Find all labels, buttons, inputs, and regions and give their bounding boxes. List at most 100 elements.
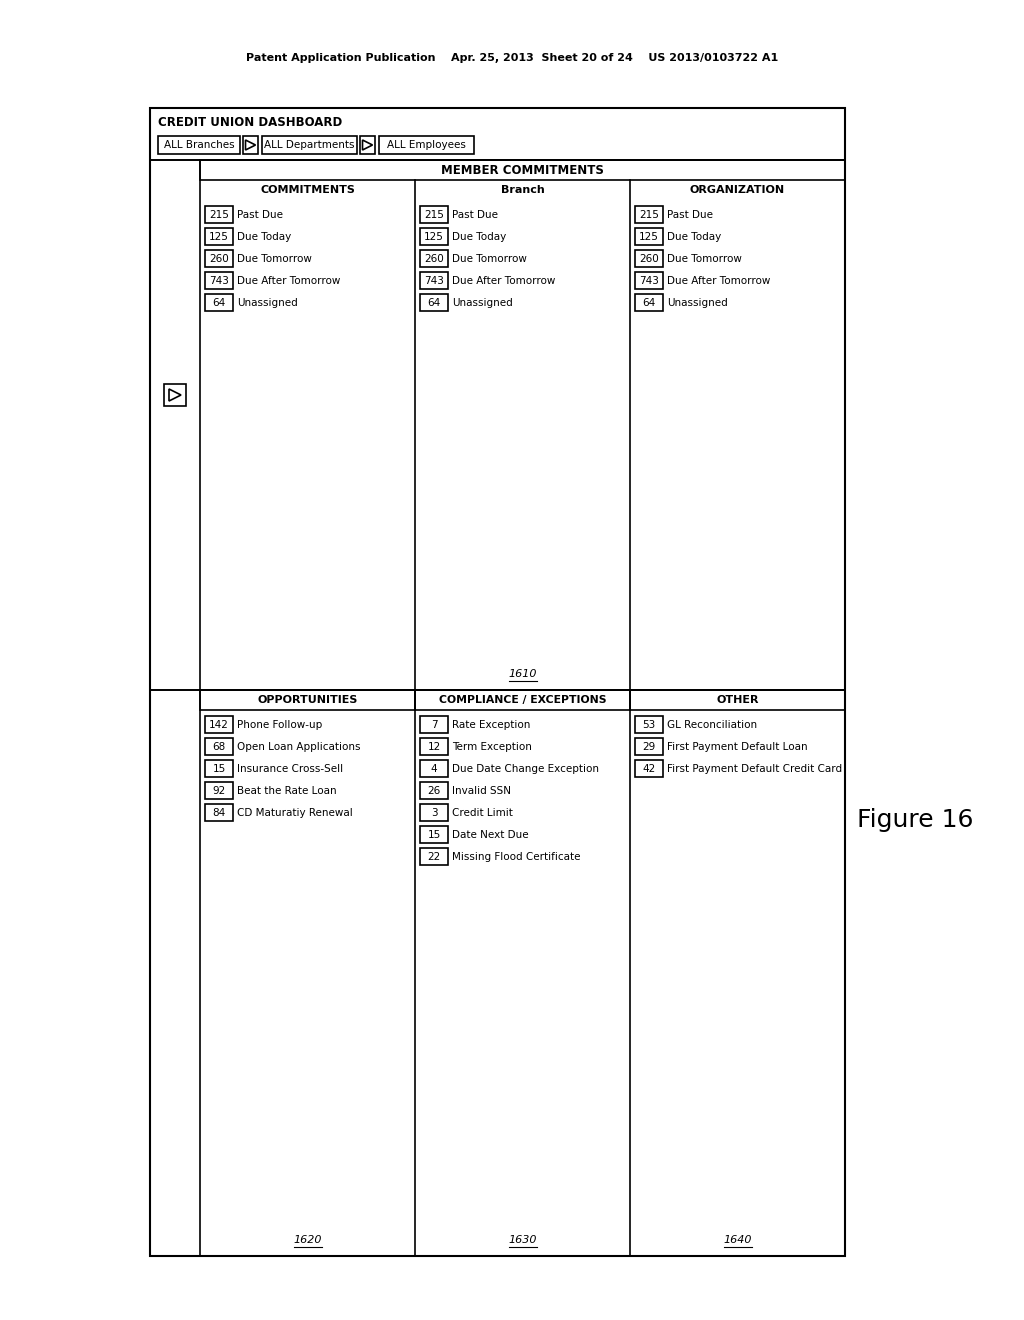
Text: COMMITMENTS: COMMITMENTS bbox=[260, 185, 355, 195]
Text: 260: 260 bbox=[424, 253, 443, 264]
Bar bbox=[205, 206, 233, 223]
Text: Beat the Rate Loan: Beat the Rate Loan bbox=[237, 785, 337, 796]
Bar bbox=[420, 738, 449, 755]
Text: Missing Flood Certificate: Missing Flood Certificate bbox=[452, 851, 581, 862]
Text: Due Today: Due Today bbox=[667, 231, 721, 242]
Text: 12: 12 bbox=[427, 742, 440, 751]
Bar bbox=[420, 228, 449, 246]
Text: ALL Branches: ALL Branches bbox=[164, 140, 234, 150]
Text: Date Next Due: Date Next Due bbox=[452, 829, 528, 840]
Text: 26: 26 bbox=[427, 785, 440, 796]
Bar bbox=[205, 294, 233, 312]
Bar bbox=[420, 781, 449, 799]
Bar bbox=[205, 781, 233, 799]
Text: CREDIT UNION DASHBOARD: CREDIT UNION DASHBOARD bbox=[158, 116, 342, 129]
Text: 743: 743 bbox=[209, 276, 229, 285]
Bar bbox=[420, 826, 449, 843]
Bar bbox=[158, 136, 240, 154]
Bar bbox=[420, 206, 449, 223]
Bar bbox=[635, 760, 663, 777]
Text: 53: 53 bbox=[642, 719, 655, 730]
Bar bbox=[205, 738, 233, 755]
Text: Past Due: Past Due bbox=[452, 210, 498, 219]
Text: Unassigned: Unassigned bbox=[667, 297, 728, 308]
Text: Insurance Cross-Sell: Insurance Cross-Sell bbox=[237, 763, 343, 774]
Text: 743: 743 bbox=[639, 276, 658, 285]
Bar bbox=[150, 108, 845, 160]
Bar bbox=[635, 228, 663, 246]
Bar bbox=[164, 384, 186, 407]
Text: Due Tomorrow: Due Tomorrow bbox=[452, 253, 527, 264]
Text: Unassigned: Unassigned bbox=[452, 297, 513, 308]
Bar bbox=[243, 136, 258, 154]
Text: Due Today: Due Today bbox=[452, 231, 506, 242]
Bar bbox=[205, 760, 233, 777]
Bar bbox=[420, 804, 449, 821]
Bar bbox=[635, 294, 663, 312]
Text: ALL Employees: ALL Employees bbox=[387, 140, 466, 150]
Text: 260: 260 bbox=[209, 253, 229, 264]
Text: 125: 125 bbox=[209, 231, 229, 242]
Text: 4: 4 bbox=[431, 763, 437, 774]
Text: Due Tomorrow: Due Tomorrow bbox=[237, 253, 312, 264]
Text: Phone Follow-up: Phone Follow-up bbox=[237, 719, 323, 730]
Bar bbox=[630, 690, 845, 710]
Text: 64: 64 bbox=[212, 297, 225, 308]
Text: OTHER: OTHER bbox=[716, 696, 759, 705]
Text: 1630: 1630 bbox=[508, 1236, 537, 1245]
Text: Past Due: Past Due bbox=[667, 210, 713, 219]
Text: Figure 16: Figure 16 bbox=[857, 808, 973, 832]
Bar bbox=[635, 272, 663, 289]
Bar bbox=[635, 738, 663, 755]
Bar bbox=[150, 160, 845, 690]
Text: 125: 125 bbox=[639, 231, 658, 242]
Text: 1620: 1620 bbox=[293, 1236, 322, 1245]
Text: Due After Tomorrow: Due After Tomorrow bbox=[667, 276, 770, 285]
Text: 64: 64 bbox=[427, 297, 440, 308]
Bar bbox=[415, 690, 630, 710]
Text: 29: 29 bbox=[642, 742, 655, 751]
Text: 68: 68 bbox=[212, 742, 225, 751]
Text: First Payment Default Credit Card: First Payment Default Credit Card bbox=[667, 763, 842, 774]
Text: Credit Limit: Credit Limit bbox=[452, 808, 513, 817]
Text: Due After Tomorrow: Due After Tomorrow bbox=[452, 276, 555, 285]
Text: Due Today: Due Today bbox=[237, 231, 291, 242]
Bar bbox=[635, 249, 663, 267]
Text: MEMBER COMMITMENTS: MEMBER COMMITMENTS bbox=[441, 164, 604, 177]
Bar bbox=[205, 272, 233, 289]
Bar bbox=[205, 715, 233, 733]
Text: 1610: 1610 bbox=[508, 669, 537, 678]
Text: 215: 215 bbox=[639, 210, 658, 219]
Bar bbox=[262, 136, 357, 154]
Text: COMPLIANCE / EXCEPTIONS: COMPLIANCE / EXCEPTIONS bbox=[438, 696, 606, 705]
Bar bbox=[150, 108, 845, 1257]
Bar bbox=[635, 715, 663, 733]
Text: 215: 215 bbox=[424, 210, 444, 219]
Text: First Payment Default Loan: First Payment Default Loan bbox=[667, 742, 808, 751]
Text: 84: 84 bbox=[212, 808, 225, 817]
Text: Term Exception: Term Exception bbox=[452, 742, 531, 751]
Bar bbox=[420, 760, 449, 777]
Text: 22: 22 bbox=[427, 851, 440, 862]
Bar bbox=[420, 294, 449, 312]
Text: 3: 3 bbox=[431, 808, 437, 817]
Text: 42: 42 bbox=[642, 763, 655, 774]
Bar bbox=[150, 690, 845, 1257]
Text: Open Loan Applications: Open Loan Applications bbox=[237, 742, 360, 751]
Text: 1640: 1640 bbox=[723, 1236, 752, 1245]
Bar bbox=[360, 136, 375, 154]
Text: Rate Exception: Rate Exception bbox=[452, 719, 530, 730]
Text: GL Reconciliation: GL Reconciliation bbox=[667, 719, 757, 730]
Text: 215: 215 bbox=[209, 210, 229, 219]
Text: Due Tomorrow: Due Tomorrow bbox=[667, 253, 741, 264]
Bar bbox=[200, 690, 415, 710]
Text: 142: 142 bbox=[209, 719, 229, 730]
Text: 15: 15 bbox=[212, 763, 225, 774]
Bar bbox=[420, 249, 449, 267]
Text: CD Maturatiy Renewal: CD Maturatiy Renewal bbox=[237, 808, 352, 817]
Bar bbox=[200, 160, 845, 180]
Text: 743: 743 bbox=[424, 276, 444, 285]
Bar bbox=[205, 249, 233, 267]
Text: 15: 15 bbox=[427, 829, 440, 840]
Bar bbox=[635, 206, 663, 223]
